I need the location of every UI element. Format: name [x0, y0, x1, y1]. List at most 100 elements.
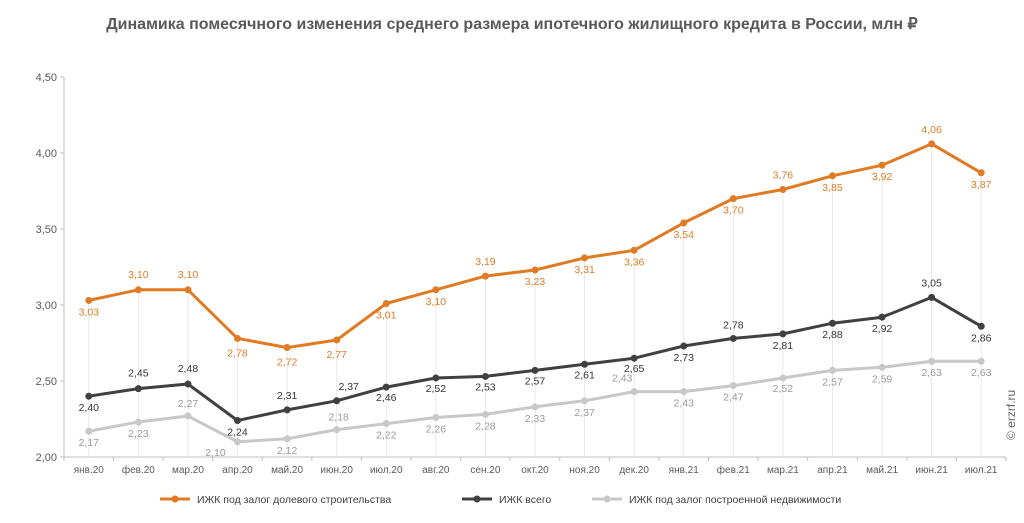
data-point: [581, 360, 589, 368]
x-tick-label: июн.20: [320, 465, 353, 476]
x-tick-label: мар.21: [767, 465, 799, 476]
data-point: [878, 363, 886, 371]
data-label: 4,06: [921, 124, 942, 136]
x-tick-label: июн.21: [915, 465, 948, 476]
data-label: 2,78: [227, 347, 248, 359]
x-tick-label: май.21: [866, 465, 898, 476]
data-label: 3,10: [128, 269, 149, 281]
x-tick-label: окт.20: [521, 465, 549, 476]
data-label: 3,54: [674, 229, 695, 241]
data-point: [779, 374, 787, 382]
data-label: 2,43: [674, 398, 695, 410]
data-label: 2,72: [277, 357, 298, 369]
data-point: [680, 219, 688, 227]
x-tick-label: янв.21: [669, 465, 700, 476]
x-tick-label: дек.20: [619, 465, 649, 476]
data-point: [481, 372, 489, 380]
data-point: [333, 426, 341, 434]
data-point: [680, 388, 688, 396]
data-label: 3,70: [723, 205, 744, 217]
data-point: [333, 397, 341, 405]
legend-marker-0: [171, 495, 179, 503]
chart-title: Динамика помесячного изменения среднего …: [106, 16, 918, 33]
y-tick-label: 3,00: [36, 300, 57, 312]
data-label: 2,52: [426, 383, 447, 395]
y-tick-label: 3,50: [36, 224, 57, 236]
data-label: 3,92: [872, 171, 893, 183]
data-label: 2,81: [773, 340, 794, 352]
watermark: © erzrf.ru: [1004, 389, 1018, 440]
data-label: 3,76: [773, 169, 794, 181]
y-tick-label: 4,50: [36, 72, 57, 84]
data-point: [234, 417, 242, 425]
data-label: 2,10: [205, 447, 226, 459]
data-label: 2,77: [326, 349, 347, 361]
data-label: 2,46: [376, 392, 397, 404]
data-point: [581, 397, 589, 405]
data-point: [630, 388, 638, 396]
x-tick-label: июл.21: [965, 465, 998, 476]
data-point: [680, 342, 688, 350]
data-label: 2,22: [376, 430, 397, 442]
data-label: 2,17: [79, 437, 100, 449]
data-label: 3,10: [178, 269, 199, 281]
data-label: 2,63: [921, 367, 942, 379]
x-tick-label: янв.20: [74, 465, 105, 476]
x-tick-label: ноя.20: [569, 465, 600, 476]
data-point: [481, 410, 489, 418]
data-point: [382, 299, 390, 307]
data-point: [432, 413, 440, 421]
data-label: 2,57: [822, 376, 843, 388]
data-label: 2,57: [525, 375, 546, 387]
data-label: 3,01: [376, 309, 397, 321]
data-label: 2,59: [872, 373, 893, 385]
x-tick-label: авг.20: [422, 465, 450, 476]
data-label: 3,31: [574, 264, 595, 276]
data-point: [85, 427, 93, 435]
data-point: [134, 286, 142, 294]
data-point: [531, 366, 539, 374]
legend-marker-2: [603, 495, 611, 503]
data-label: 3,85: [822, 182, 843, 194]
data-label: 3,10: [426, 296, 447, 308]
data-label: 2,18: [328, 412, 349, 424]
data-label: 2,37: [574, 407, 595, 419]
data-point: [878, 313, 886, 321]
data-point: [184, 286, 192, 294]
data-point: [85, 392, 93, 400]
data-label: 2,43: [612, 373, 633, 385]
data-point: [432, 286, 440, 294]
x-tick-label: май.20: [271, 465, 303, 476]
data-point: [382, 420, 390, 428]
series-lines: [85, 140, 985, 446]
legend-label-0: ИЖК под залог долевого строительства: [197, 494, 391, 506]
data-label: 2,33: [525, 413, 546, 425]
data-label: 2,37: [338, 381, 359, 393]
data-point: [184, 380, 192, 388]
data-point: [630, 246, 638, 254]
data-label: 3,23: [525, 276, 546, 288]
data-point: [134, 385, 142, 393]
drop-lines: [88, 143, 982, 457]
data-point: [283, 406, 291, 414]
data-point: [977, 169, 985, 177]
x-tick-label: мар.20: [172, 465, 204, 476]
data-point: [184, 412, 192, 420]
data-label: 2,40: [79, 402, 100, 414]
data-point: [928, 293, 936, 301]
data-label: 2,48: [178, 363, 199, 375]
data-label: 2,88: [822, 329, 843, 341]
data-point: [234, 334, 242, 342]
data-point: [432, 374, 440, 382]
data-point: [928, 140, 936, 148]
data-point: [531, 266, 539, 274]
data-label: 2,86: [971, 332, 992, 344]
data-label: 2,47: [723, 392, 744, 404]
data-point: [977, 357, 985, 365]
data-label: 2,52: [773, 383, 794, 395]
data-point: [134, 418, 142, 426]
axes: 2,00 2,50 3,00 3,50 4,00 4,50 янв.20 фев.20 мар.…: [36, 72, 1007, 476]
legend: ИЖК под залог долевого строительства ИЖК …: [160, 494, 841, 506]
data-label: 2,92: [872, 323, 893, 335]
